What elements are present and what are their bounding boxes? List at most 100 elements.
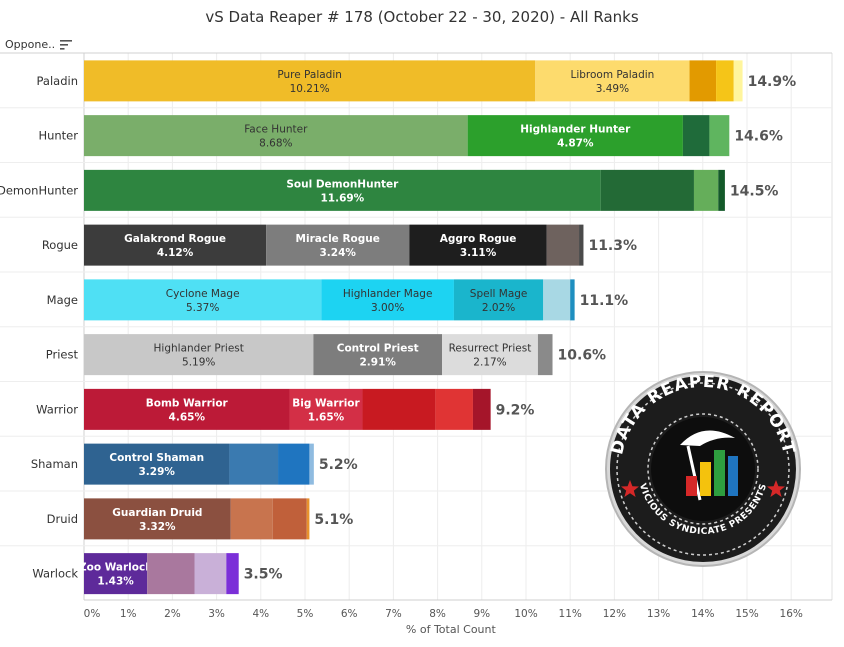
segment-label: Soul DemonHunter (286, 178, 399, 190)
star-icon (621, 480, 639, 497)
bar-segment[interactable] (84, 115, 468, 157)
segment-label: Control Shaman (109, 452, 204, 464)
bar-segment[interactable] (306, 498, 310, 540)
sort-icon[interactable] (60, 39, 73, 50)
category-label: Shaman (31, 457, 78, 471)
segment-value-label: 2.91% (359, 357, 396, 369)
bar-segment[interactable] (84, 60, 536, 102)
bar-segment[interactable] (278, 443, 310, 485)
segment-label: Pure Paladin (277, 69, 342, 81)
opponent-filter[interactable]: Oppone.. (5, 38, 73, 51)
bar-segment[interactable] (362, 388, 436, 430)
segment-label: Highlander Mage (343, 288, 433, 300)
bar-segment[interactable] (226, 553, 239, 595)
category-label: Warlock (32, 567, 78, 581)
bar-icon (714, 450, 725, 496)
x-tick-label: 9% (473, 608, 490, 620)
x-tick-label: 8% (429, 608, 446, 620)
category-label: Warrior (36, 402, 78, 416)
bar-segment[interactable] (472, 388, 491, 430)
segment-value-label: 4.12% (157, 247, 194, 259)
bar-segment[interactable] (229, 443, 279, 485)
segment-label: Control Priest (337, 343, 419, 355)
bar-segment[interactable] (467, 115, 683, 157)
x-tick-label: 14% (691, 608, 714, 620)
bar-segment[interactable] (272, 498, 307, 540)
x-tick-label: 5% (297, 608, 314, 620)
segment-value-label: 10.21% (290, 83, 330, 95)
bar-segment[interactable] (442, 334, 538, 376)
bar-segment[interactable] (689, 60, 717, 102)
category-label: Hunter (38, 129, 78, 143)
total-label: 14.5% (730, 183, 779, 199)
bar-segment[interactable] (453, 279, 544, 321)
segment-value-label: 4.87% (557, 138, 594, 150)
x-tick-label: 13% (647, 608, 670, 620)
bar-segment[interactable] (543, 279, 571, 321)
bar-segment[interactable] (537, 334, 553, 376)
bar-row-warrior: Warrior Bomb Warrior 4.65% Big Warrior 1.65%… (36, 388, 535, 430)
bar-segment[interactable] (535, 60, 690, 102)
total-label: 9.2% (496, 402, 535, 418)
x-tick-label: 11% (559, 608, 582, 620)
bar-icon (728, 456, 738, 496)
data-reaper-report-logo: DATA REAPER REPORT VICIOUS SYNDICATE PRE… (605, 371, 801, 567)
total-label: 5.1% (314, 512, 353, 528)
category-label: Paladin (37, 74, 79, 88)
bar-icon (686, 476, 697, 496)
segment-value-label: 3.24% (319, 247, 356, 259)
category-label: Druid (47, 512, 78, 526)
bar-segment[interactable] (84, 388, 290, 430)
bar-segment[interactable] (313, 334, 443, 376)
bar-segment[interactable] (709, 115, 730, 157)
bar-segment[interactable] (266, 224, 410, 266)
bar-segment[interactable] (230, 498, 273, 540)
bar-segment[interactable] (546, 224, 580, 266)
bar-segment[interactable] (84, 279, 322, 321)
segment-value-label: 1.43% (97, 576, 134, 588)
segment-value-label: 5.19% (182, 357, 215, 369)
x-tick-label: 2% (164, 608, 181, 620)
scythe-icon (680, 430, 735, 446)
segment-label: Guardian Druid (112, 507, 202, 519)
bar-segment[interactable] (409, 224, 547, 266)
bar-segment[interactable] (570, 279, 575, 321)
bar-segment[interactable] (84, 224, 267, 266)
bar-segment[interactable] (194, 553, 227, 595)
x-tick-label: 12% (603, 608, 626, 620)
x-tick-label: 10% (514, 608, 537, 620)
bar-segment[interactable] (147, 553, 195, 595)
bar-segment[interactable] (693, 169, 719, 211)
opponent-filter-label: Oppone.. (5, 38, 56, 51)
segment-label: Miracle Rogue (296, 233, 380, 245)
bar-segment[interactable] (289, 388, 363, 430)
bar-segment[interactable] (84, 334, 314, 376)
bar-row-druid: Druid Guardian Druid 3.32% 5.1% (47, 498, 353, 540)
bar-segment[interactable] (600, 169, 694, 211)
bar-segment[interactable] (84, 169, 601, 211)
star-icon (767, 480, 785, 497)
segment-label: Zoo Warlock (79, 562, 153, 574)
bar-segment[interactable] (84, 498, 231, 540)
segment-label: Libroom Paladin (570, 69, 654, 81)
bar-segment[interactable] (579, 224, 584, 266)
bar-segment[interactable] (321, 279, 454, 321)
bar-segment[interactable] (733, 60, 743, 102)
x-tick-label: 15% (735, 608, 758, 620)
segment-value-label: 8.68% (259, 138, 292, 150)
segment-value-label: 3.11% (460, 247, 497, 259)
bar-segment[interactable] (435, 388, 473, 430)
segment-value-label: 5.37% (186, 302, 219, 314)
bar-segment[interactable] (682, 115, 710, 157)
bar-icon (700, 462, 711, 496)
bar-row-priest: Priest Highlander Priest 5.19% Control Prie… (46, 334, 606, 376)
bar-segment[interactable] (84, 443, 230, 485)
bar-row-warlock: Warlock Zoo Warlock 1.43% 3.5% (32, 553, 283, 595)
bar-segment[interactable] (716, 60, 734, 102)
bar-segment[interactable] (718, 169, 725, 211)
bar-segment[interactable] (309, 443, 314, 485)
x-axis-title: % of Total Count (406, 623, 497, 636)
segment-value-label: 4.65% (169, 411, 206, 423)
segment-value-label: 2.17% (473, 357, 506, 369)
bar-segment[interactable] (84, 553, 148, 595)
